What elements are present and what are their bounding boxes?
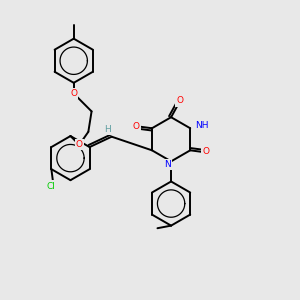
Text: N: N — [164, 160, 171, 169]
Text: Cl: Cl — [46, 182, 55, 190]
Text: O: O — [70, 89, 77, 98]
Text: O: O — [202, 147, 209, 156]
Text: NH: NH — [195, 121, 208, 130]
Text: H: H — [104, 125, 111, 134]
Text: O: O — [176, 97, 183, 106]
Text: O: O — [133, 122, 140, 131]
Text: O: O — [76, 140, 83, 149]
